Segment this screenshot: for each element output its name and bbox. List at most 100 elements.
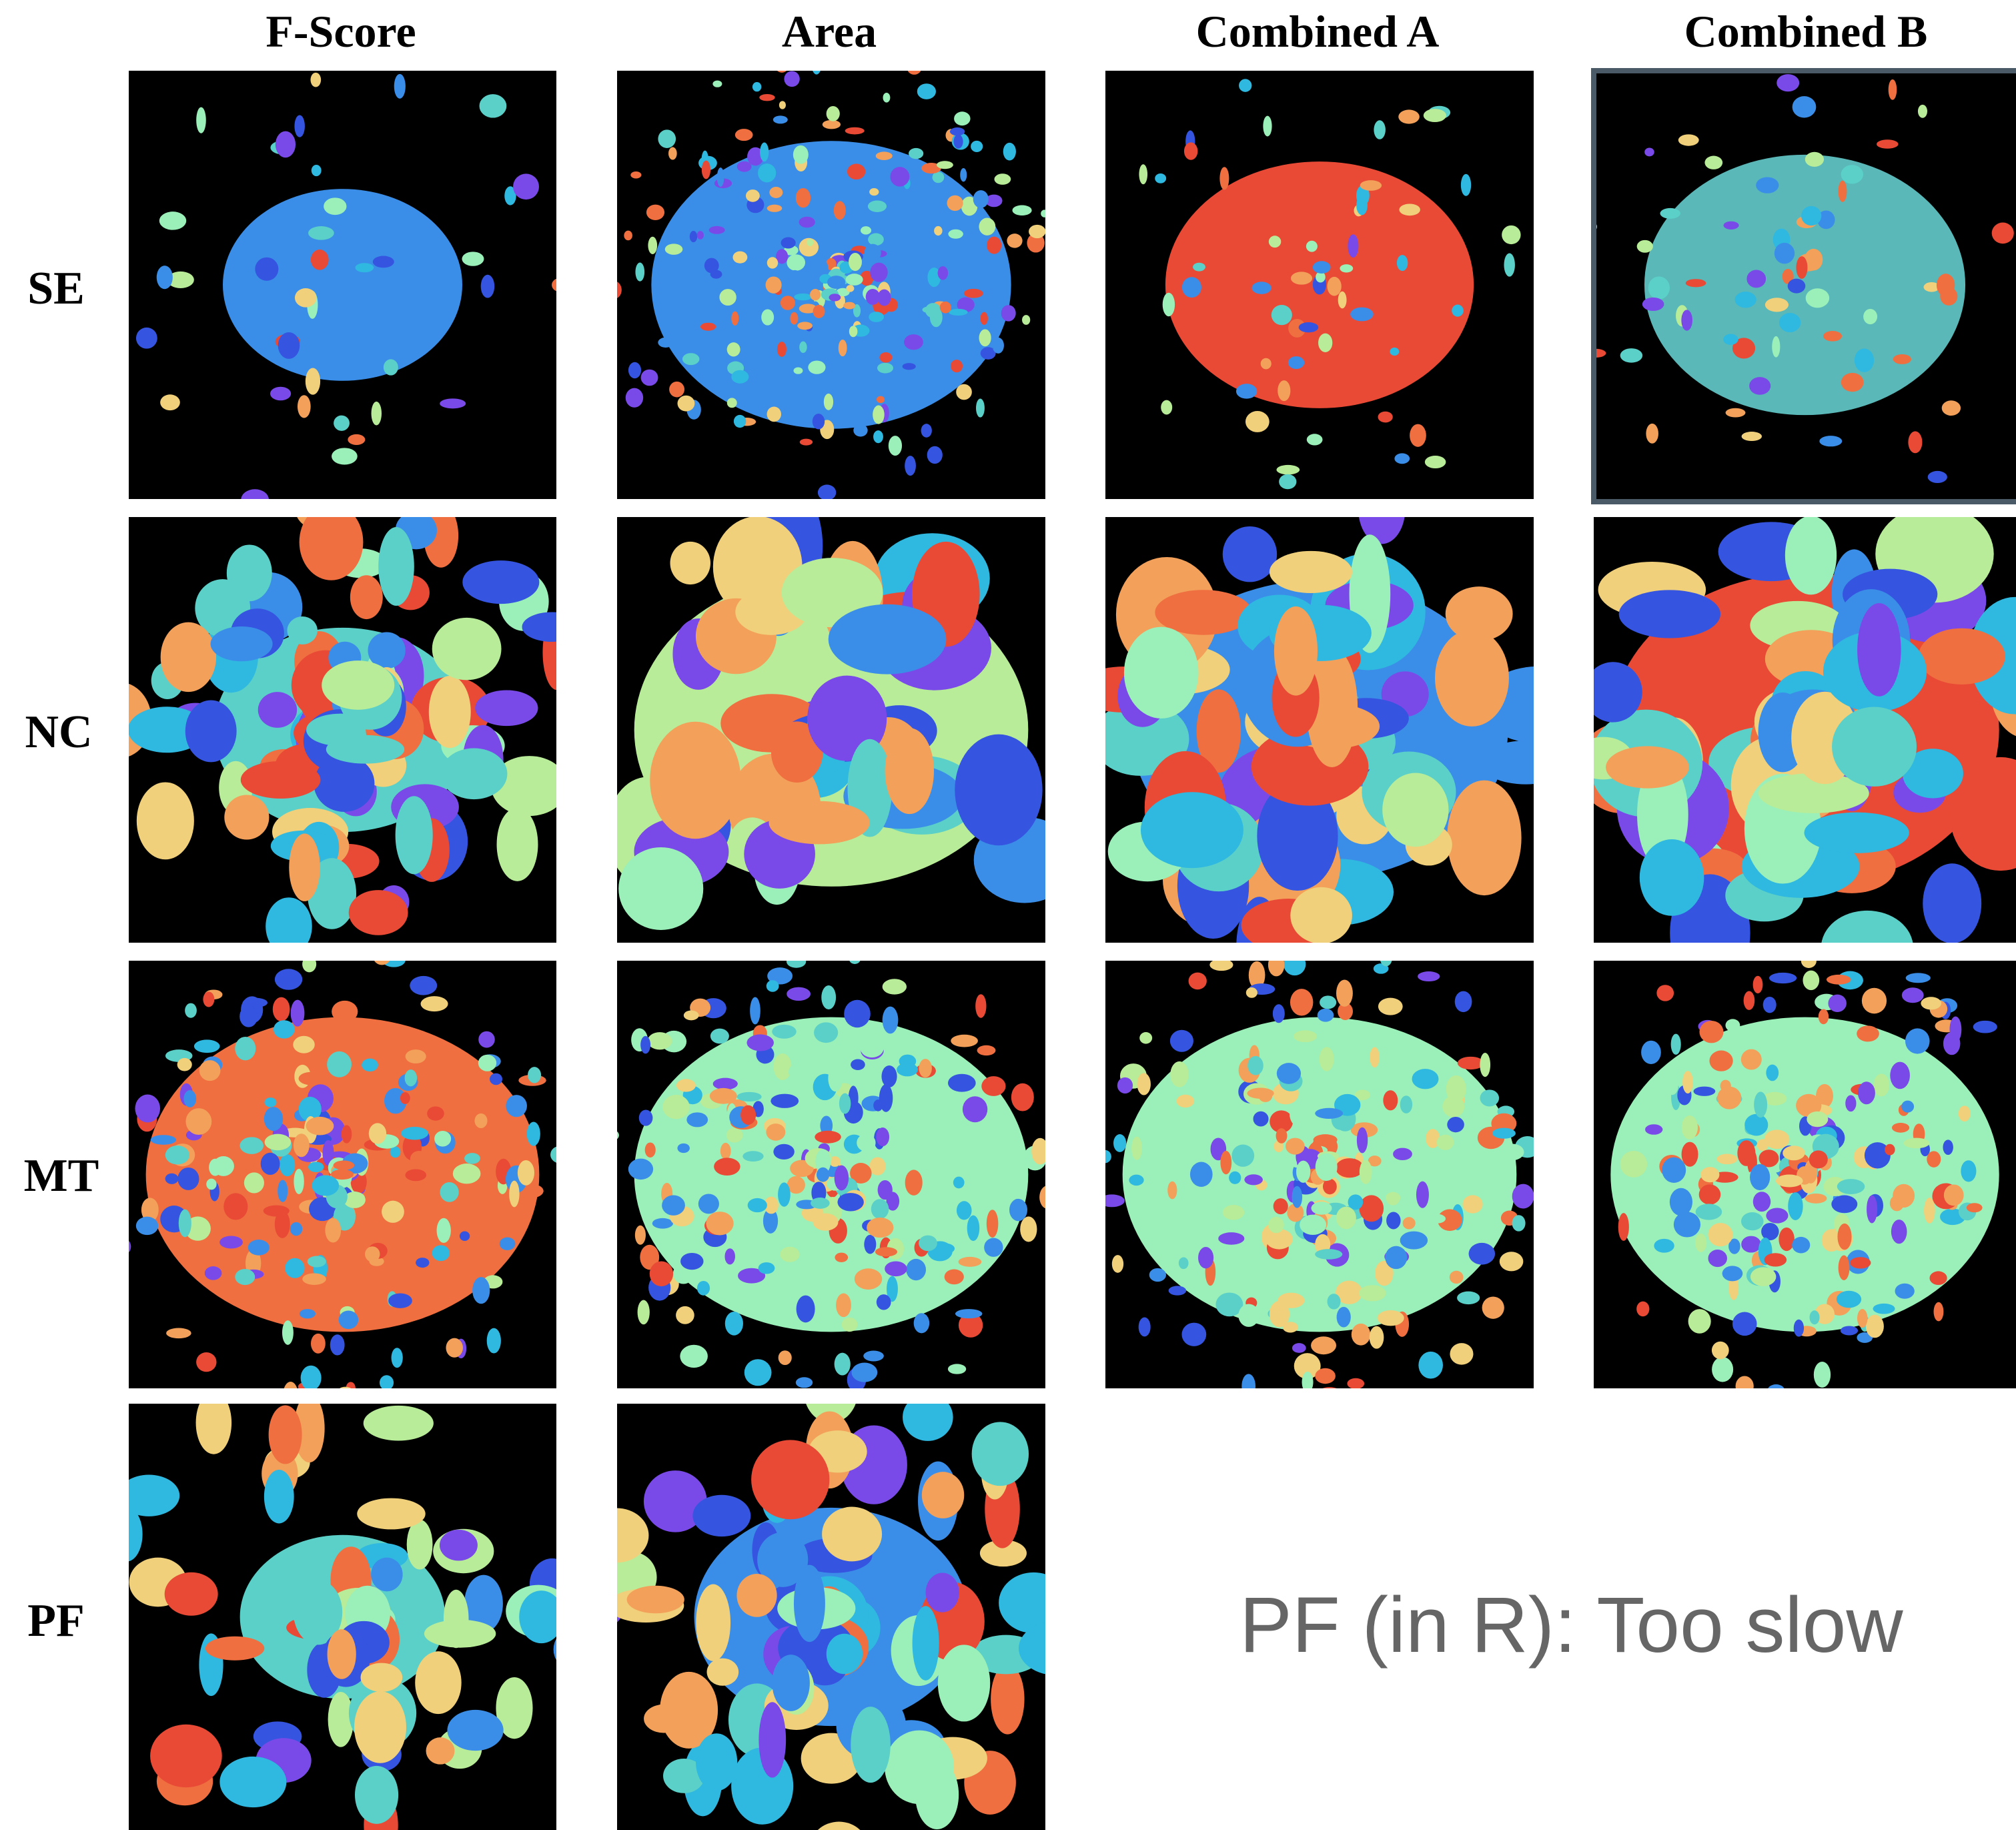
segment bbox=[1426, 1214, 1446, 1224]
segment bbox=[773, 1053, 792, 1081]
segment bbox=[1732, 338, 1756, 359]
segment bbox=[1867, 1195, 1878, 1224]
segment bbox=[1375, 1260, 1394, 1286]
segment bbox=[141, 1198, 159, 1222]
segment bbox=[927, 446, 943, 464]
selection-border bbox=[1591, 68, 2016, 504]
segment bbox=[203, 991, 215, 1007]
segment bbox=[185, 1003, 197, 1018]
segment bbox=[1287, 1203, 1304, 1222]
segment bbox=[845, 274, 863, 286]
segment bbox=[994, 173, 1011, 185]
segment bbox=[712, 1077, 738, 1090]
segment bbox=[1991, 222, 2014, 244]
segment bbox=[1845, 1095, 1857, 1112]
segment bbox=[1712, 1356, 1734, 1382]
segment bbox=[1284, 961, 1306, 976]
segment bbox=[285, 1258, 305, 1278]
segment bbox=[1027, 233, 1045, 253]
segment bbox=[1636, 240, 1653, 253]
segment bbox=[769, 186, 783, 198]
segment bbox=[1482, 1296, 1504, 1319]
segment bbox=[767, 257, 779, 269]
segment bbox=[1359, 1160, 1372, 1184]
segment bbox=[829, 1156, 841, 1167]
segment bbox=[1048, 1201, 1076, 1222]
segment bbox=[1813, 1362, 1831, 1388]
segment bbox=[434, 1130, 452, 1147]
segment bbox=[1245, 411, 1270, 432]
segment bbox=[696, 1584, 731, 1661]
segmentation-panel bbox=[1105, 517, 1534, 943]
segment bbox=[980, 312, 988, 325]
segment bbox=[1758, 1150, 1779, 1168]
segment bbox=[773, 115, 788, 124]
segment bbox=[1435, 629, 1509, 727]
segment bbox=[700, 322, 716, 331]
segment bbox=[160, 622, 217, 693]
segment bbox=[1347, 1378, 1365, 1388]
segment bbox=[1378, 411, 1393, 423]
segment bbox=[1685, 279, 1706, 288]
segment bbox=[758, 1262, 775, 1274]
segment bbox=[984, 1238, 1003, 1257]
segment bbox=[1921, 997, 1942, 1010]
segment bbox=[1750, 1267, 1777, 1286]
segment bbox=[1873, 1303, 1895, 1314]
segment bbox=[1728, 1238, 1740, 1254]
segment bbox=[302, 961, 317, 973]
segment bbox=[293, 1035, 315, 1053]
segment bbox=[1423, 109, 1446, 123]
segment bbox=[1777, 74, 1800, 92]
segment bbox=[1140, 792, 1243, 869]
segment bbox=[1111, 1255, 1124, 1273]
segment bbox=[1836, 1290, 1862, 1308]
segment bbox=[1943, 1139, 1953, 1156]
segment bbox=[1369, 1326, 1384, 1349]
segment bbox=[1279, 474, 1297, 490]
segment bbox=[658, 129, 676, 148]
segment bbox=[925, 1572, 959, 1613]
segment bbox=[299, 1309, 316, 1319]
segment bbox=[341, 1125, 352, 1143]
segment bbox=[1336, 1206, 1356, 1230]
segment bbox=[724, 1312, 743, 1336]
segment bbox=[1266, 1229, 1293, 1250]
segment bbox=[204, 1266, 222, 1280]
segment bbox=[1398, 109, 1420, 124]
segment bbox=[446, 1338, 463, 1358]
segment bbox=[957, 297, 975, 313]
segment bbox=[1457, 1291, 1480, 1305]
segment bbox=[1620, 1151, 1648, 1178]
segment bbox=[1400, 1231, 1428, 1250]
segment bbox=[679, 264, 695, 280]
segment bbox=[1606, 746, 1689, 789]
segment bbox=[1351, 1323, 1371, 1346]
segment bbox=[626, 1585, 684, 1614]
segment bbox=[1131, 1136, 1142, 1160]
segment bbox=[1699, 1020, 1724, 1043]
segment bbox=[683, 1010, 699, 1021]
segment bbox=[1276, 1394, 1290, 1414]
segment bbox=[777, 342, 787, 357]
segment bbox=[357, 1498, 426, 1530]
segment bbox=[199, 1060, 221, 1081]
segment bbox=[817, 484, 837, 499]
segment bbox=[1796, 1093, 1822, 1117]
segment bbox=[1761, 1222, 1779, 1241]
segmentation-panel bbox=[617, 1404, 1045, 1830]
segment bbox=[771, 721, 823, 783]
segment bbox=[343, 1192, 366, 1208]
segment bbox=[932, 171, 945, 183]
segment bbox=[734, 129, 753, 141]
segment bbox=[1188, 972, 1207, 990]
segment bbox=[904, 334, 923, 350]
segment bbox=[595, 307, 603, 319]
segment bbox=[308, 226, 334, 240]
segment bbox=[368, 632, 406, 669]
segment bbox=[1646, 423, 1658, 444]
segmentation-panel bbox=[1105, 961, 1534, 1414]
segment bbox=[837, 1193, 864, 1212]
segment bbox=[758, 163, 777, 183]
segment bbox=[950, 360, 963, 373]
